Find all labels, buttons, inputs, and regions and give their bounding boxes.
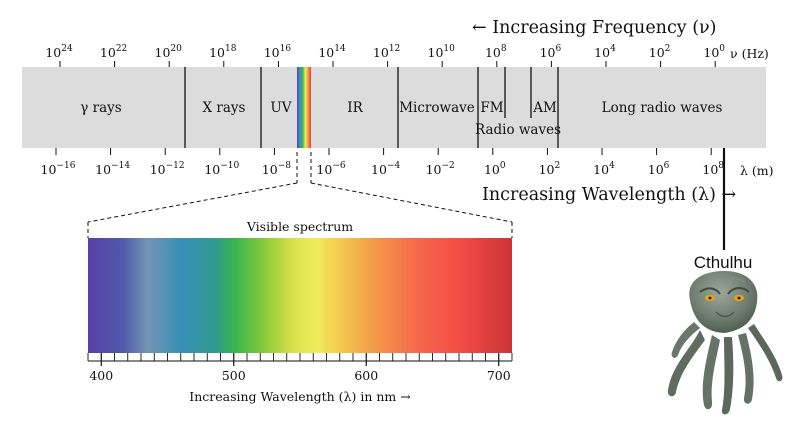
visible-axis-label: Increasing Wavelength (λ) in nm → [189, 389, 411, 404]
wavelength_ticks-tick-label: 10−16 [41, 161, 76, 177]
visible-tick-label: 500 [222, 368, 246, 383]
wavelength_ticks-tick-label: 10−10 [204, 161, 239, 177]
visible-tick-label: 700 [487, 368, 511, 383]
zoom-connectors [87, 152, 513, 238]
wavelength_ticks-tick-label: 10−6 [316, 161, 345, 177]
band-label-uv: UV [270, 100, 291, 116]
frequency_ticks-tick-label: 108 [485, 44, 507, 60]
frequency_ticks-tick-label: 1012 [373, 44, 400, 60]
frequency-axis: 1024 1022 1020 1018 1016 1014 1012 1010 108 106 10… [45, 44, 725, 67]
frequency_ticks-tick-label: 106 [540, 44, 562, 60]
wavelength_ticks-tick-label: 10−14 [95, 161, 130, 177]
visible-spectrum-title: Visible spectrum [246, 219, 353, 234]
visible-tick-label: 400 [89, 368, 113, 383]
visible-spectrum-bar [88, 238, 512, 353]
band-label-fm: FM [480, 100, 503, 116]
spectrum-band [22, 67, 766, 148]
frequency_ticks-tick-label: 102 [649, 44, 671, 60]
frequency_ticks-tick-label: 1014 [318, 44, 346, 60]
band-label-radio: Radio waves [475, 122, 561, 138]
band-dividers [184, 67, 559, 148]
frequency_ticks-tick-label: 1010 [428, 44, 456, 60]
frequency_ticks-tick-label: 1016 [264, 44, 292, 60]
frequency_ticks-tick-label: 1020 [155, 44, 183, 60]
wavelength_ticks-tick-label: 10−4 [371, 161, 400, 177]
band-label-ir: IR [347, 100, 363, 116]
wavelength_ticks-tick-label: 102 [539, 161, 561, 177]
wavelength_ticks-tick-label: 104 [593, 161, 615, 177]
frequency_ticks-tick-label: 1022 [100, 44, 127, 60]
wavelength_ticks-tick-label: 10−8 [262, 161, 291, 177]
visible-strip-mini [297, 67, 311, 148]
wavelength_ticks-tick-label: 10−12 [150, 161, 185, 177]
wavelength-heading: Increasing Wavelength (λ) → [482, 185, 736, 205]
frequency_ticks-tick-label: 100 [703, 44, 725, 60]
wavelength_ticks-tick-label: 100 [484, 161, 506, 177]
wavelength-unit-label: λ (m) [740, 163, 774, 178]
band-label-xray: X rays [203, 100, 246, 116]
frequency_ticks-tick-label: 104 [594, 44, 616, 60]
wavelength_ticks-tick-label: 108 [702, 161, 724, 177]
visible-tick-label: 600 [354, 368, 378, 383]
visible-ruler [87, 353, 513, 366]
band-label-gamma: γ rays [80, 100, 121, 116]
band-label-long-radio: Long radio waves [602, 100, 723, 116]
frequency-unit-label: ν (Hz) [730, 46, 769, 61]
cthulhu-head-illustration [667, 270, 783, 415]
frequency-heading: ← Increasing Frequency (ν) [472, 18, 717, 38]
band-label-am: AM [532, 100, 557, 116]
cthulhu-label: Cthulhu [694, 253, 753, 272]
wavelength_ticks-tick-label: 106 [648, 161, 670, 177]
wavelength_ticks-tick-label: 10−2 [426, 161, 455, 177]
band-label-microwave: Microwave [399, 100, 475, 116]
wavelength-axis: 10−16 10−14 10−12 10−10 10−8 10−6 10−4 10−2 100 1… [41, 148, 724, 177]
visible-tick-labels: 400 500 600 700 [89, 368, 510, 383]
frequency_ticks-tick-label: 1018 [209, 44, 237, 60]
frequency_ticks-tick-label: 1024 [45, 44, 73, 60]
